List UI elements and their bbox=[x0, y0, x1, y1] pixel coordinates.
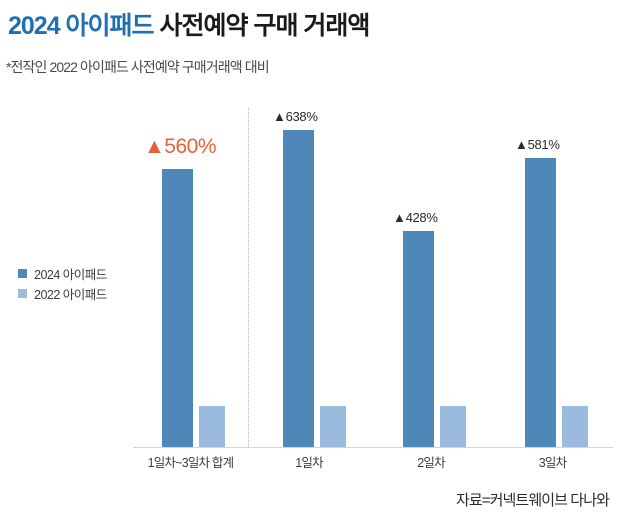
x-axis-label-total: 1일차~3일차 합계 bbox=[147, 456, 234, 470]
bar-2024-day2[interactable] bbox=[403, 231, 434, 447]
bar-label-total: ▲560% bbox=[144, 135, 217, 158]
bar-2024-day1[interactable] bbox=[283, 130, 314, 447]
chart-legend: 2024 아이패드 2022 아이패드 bbox=[18, 264, 148, 304]
bar-label-day2: ▲428% bbox=[393, 210, 438, 225]
title-accent-text: 2024 아이패드 bbox=[8, 12, 155, 40]
bar-label-day3: ▲581% bbox=[515, 137, 560, 152]
x-axis-baseline bbox=[133, 447, 613, 448]
bar-2022-day1[interactable] bbox=[320, 406, 346, 447]
x-axis-label-day1: 1일차 bbox=[295, 456, 323, 470]
bar-label-day1: ▲638% bbox=[273, 109, 318, 124]
title-rest-text: 사전예약 구매 거래액 bbox=[153, 12, 371, 40]
bar-2024-day3[interactable] bbox=[525, 158, 556, 447]
legend-swatch-2022 bbox=[18, 289, 27, 298]
bar-2024-total[interactable] bbox=[162, 169, 193, 447]
x-axis-label-day2: 2일차 bbox=[417, 456, 445, 470]
x-axis-label-day3: 3일차 bbox=[538, 456, 567, 470]
legend-item-2024: 2024 아이패드 bbox=[18, 264, 148, 283]
legend-label-2022: 2022 아이패드 bbox=[34, 288, 107, 302]
legend-swatch-2024 bbox=[18, 269, 27, 278]
chart-plot-area: ▲560% ▲638% ▲428% ▲581% 1일차~3일차 합계 1일차 2… bbox=[133, 96, 613, 470]
legend-item-2022: 2022 아이패드 bbox=[18, 284, 148, 303]
bar-2022-day2[interactable] bbox=[440, 406, 466, 447]
bar-2022-total[interactable] bbox=[199, 406, 225, 447]
group-separator-line bbox=[248, 108, 249, 447]
chart-subtitle: *전작인 2022 아이패드 사전예약 구매거래액 대비 bbox=[6, 59, 270, 75]
bar-2022-day3[interactable] bbox=[562, 406, 588, 447]
source-attribution: 자료=커넥트웨이브 다나와 bbox=[455, 492, 610, 509]
legend-label-2024: 2024 아이패드 bbox=[34, 268, 107, 282]
page-title: 2024 아이패드 사전예약 구매 거래액 bbox=[8, 11, 371, 41]
